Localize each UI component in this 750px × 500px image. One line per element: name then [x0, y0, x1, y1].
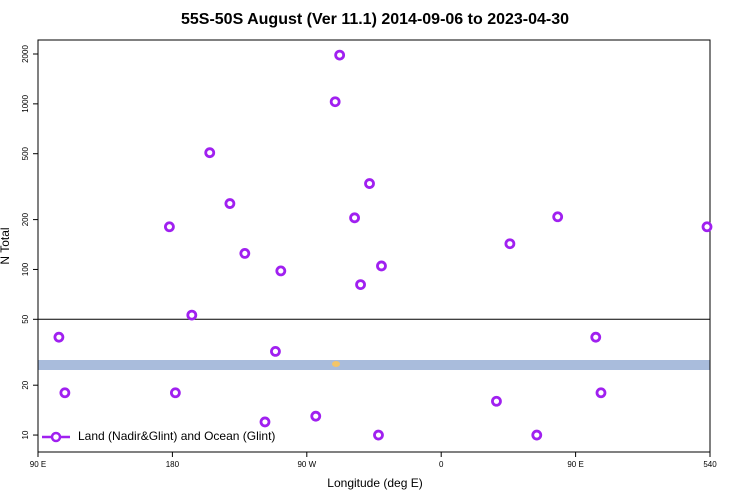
- point: [701, 221, 713, 233]
- x-tick-label: 90 W: [297, 460, 316, 469]
- point: [275, 265, 287, 277]
- x-tick-label: 0: [439, 460, 444, 469]
- y-tick-label: 200: [21, 212, 30, 226]
- point: [531, 429, 543, 441]
- point: [364, 178, 375, 189]
- legend-label: Land (Nadir&Glint) and Ocean (Glint): [78, 429, 275, 443]
- y-tick-label: 1000: [21, 94, 30, 112]
- x-axis-label: Longitude (deg E): [327, 476, 422, 490]
- y-axis-label: N Total: [0, 227, 12, 264]
- point: [53, 331, 65, 343]
- x-tick-label: 90 E: [567, 460, 583, 469]
- point: [186, 309, 198, 321]
- point: [259, 416, 271, 428]
- y-tick-label: 10: [21, 430, 30, 439]
- y-tick-label: 500: [21, 146, 30, 160]
- y-tick-label: 2000: [21, 45, 30, 63]
- point: [334, 49, 346, 61]
- point: [504, 238, 516, 250]
- y-tick-label: 20: [21, 380, 30, 389]
- chart-title: 55S-50S August (Ver 11.1) 2014-09-06 to …: [181, 11, 569, 28]
- point: [164, 221, 175, 233]
- point: [349, 212, 360, 224]
- point: [169, 387, 181, 399]
- point: [595, 387, 607, 399]
- x-tick-label: 90 E: [30, 460, 46, 469]
- point: [224, 198, 236, 209]
- point: [376, 260, 387, 272]
- point: [59, 387, 71, 399]
- point: [373, 429, 384, 441]
- point: [270, 345, 281, 357]
- x-tick-label: 180: [166, 460, 180, 469]
- point: [239, 248, 251, 259]
- x-tick-label: 540: [703, 460, 717, 469]
- point: [590, 331, 602, 343]
- map-land: [332, 361, 340, 367]
- legend-marker: [50, 431, 62, 443]
- point: [355, 279, 366, 291]
- y-tick-label: 100: [21, 262, 30, 276]
- point: [310, 410, 322, 422]
- point: [491, 395, 502, 407]
- y-tick-label: 50: [21, 314, 30, 323]
- point: [329, 96, 341, 108]
- map-strip: [38, 360, 710, 370]
- plot-frame: [37, 39, 711, 453]
- point: [552, 211, 564, 223]
- point: [204, 147, 216, 159]
